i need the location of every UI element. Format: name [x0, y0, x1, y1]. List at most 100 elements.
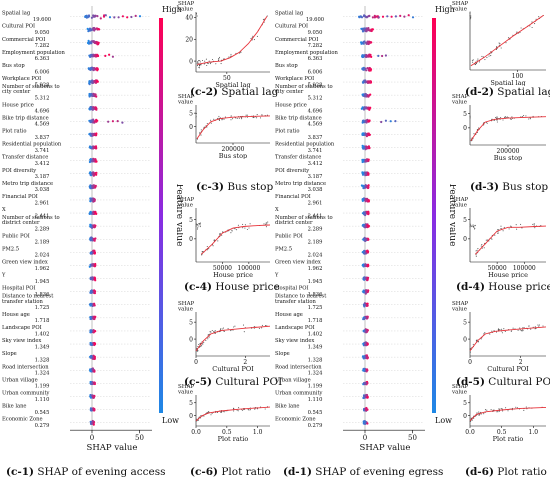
beeswarm-point — [89, 224, 92, 227]
beeswarm-point — [90, 343, 93, 346]
caption-c5: (c-5) Cultural POI — [184, 376, 282, 388]
beeswarm-point — [366, 40, 369, 43]
x-tick-label: 0 — [363, 434, 367, 442]
beeswarm-point — [394, 120, 397, 123]
feature-label: Landscape POI — [2, 325, 42, 331]
scatter-point — [266, 15, 268, 17]
scatter-point — [201, 59, 204, 62]
feature-importance: 0.545 — [308, 410, 323, 416]
scatter-point — [203, 341, 205, 343]
scatter-point — [499, 329, 501, 331]
scatter-point — [503, 328, 505, 330]
beeswarm-point — [93, 28, 96, 31]
x-axis-title: Plot ratio — [493, 435, 524, 442]
scatter-point — [470, 417, 472, 419]
scatter-point — [265, 226, 267, 228]
feature-importance: 2.441 — [35, 213, 50, 219]
scatter-point — [199, 224, 201, 226]
caption-d2-id: (d-2) — [465, 86, 494, 98]
scatter-point — [199, 343, 201, 345]
beeswarm-point — [95, 120, 98, 123]
y-tick-label: 0 — [189, 336, 193, 343]
scatter-point — [496, 46, 498, 48]
beeswarm-point — [92, 395, 95, 398]
x-tick-label: 2 — [243, 359, 247, 366]
y-tick-label: 5 — [463, 400, 467, 407]
beeswarm-point — [95, 95, 98, 98]
feature-label: Sky view index — [2, 338, 41, 344]
feature-label: transfer station — [275, 299, 316, 305]
beeswarm-point — [367, 264, 370, 268]
scatter-point — [486, 57, 488, 59]
colorbar-title: Feature value — [447, 184, 456, 247]
beeswarm-point — [361, 93, 364, 96]
scatter-point — [505, 116, 507, 118]
scatter-point — [205, 339, 207, 341]
feature-label: Urban community — [275, 390, 323, 396]
beeswarm-point — [89, 420, 92, 423]
feature-importance: 2.189 — [35, 240, 50, 246]
x-tick-label: 0.0 — [465, 429, 475, 436]
feature-label: city center — [275, 89, 304, 95]
x-tick-label: 100000 — [237, 265, 260, 272]
feature-importance: 3.187 — [308, 174, 323, 180]
feature-importance: 9.050 — [308, 30, 323, 36]
scatter-point — [500, 117, 502, 119]
feature-importance: 1.962 — [35, 266, 50, 272]
scatter-point — [471, 59, 473, 61]
scatter-point — [218, 115, 220, 117]
beeswarm-point — [89, 41, 92, 44]
scatter-point — [218, 57, 220, 60]
feature-label: Residential population — [275, 142, 335, 148]
scatter-point — [511, 116, 513, 118]
feature-importance: 1.836 — [35, 292, 50, 298]
beeswarm-point — [365, 135, 368, 138]
beeswarm-point — [364, 239, 367, 242]
scatter-point — [510, 118, 512, 120]
caption-d1-text: SHAP of evening egress — [315, 466, 444, 478]
scatter-point — [264, 324, 267, 327]
scatter-point — [532, 223, 534, 225]
beeswarm-point — [92, 317, 95, 320]
scatter-point — [474, 63, 477, 65]
beeswarm-point — [365, 69, 368, 72]
feature-importance: 1.110 — [35, 397, 50, 403]
feature-label: Commercial POI — [275, 37, 318, 43]
scatter-point — [196, 15, 198, 17]
beeswarm-point — [361, 119, 365, 122]
beeswarm-point — [363, 368, 366, 371]
beeswarm-point — [365, 304, 368, 307]
scatter-point — [472, 343, 474, 345]
scatter-point — [208, 60, 210, 62]
y-axis-title: value — [451, 390, 467, 396]
caption-d4: (d-4) House price — [456, 281, 550, 293]
scatter-point — [199, 61, 201, 63]
scatter-point — [490, 408, 492, 411]
y-axis-title: SHAP — [452, 384, 469, 390]
scatter-point — [498, 42, 500, 44]
beeswarm-point — [363, 146, 366, 149]
scatter-point — [522, 327, 524, 329]
scatter-point — [212, 245, 214, 247]
y-axis-title: SHAP — [178, 301, 195, 307]
scatter-point — [497, 232, 499, 234]
beeswarm-point — [386, 15, 389, 18]
scatter-point — [246, 114, 248, 116]
y-axis-title: value — [177, 7, 193, 13]
x-axis-title: Bus stop — [219, 152, 247, 159]
y-tick-label: 0 — [189, 58, 193, 65]
feature-label: Distance to nearest — [2, 294, 54, 300]
scatter-point — [220, 411, 223, 413]
scatter-point — [533, 223, 535, 225]
scatter-point — [469, 351, 471, 353]
scatter-point — [262, 19, 264, 21]
scatter-point — [482, 56, 484, 58]
feature-importance: 1.962 — [308, 266, 323, 272]
scatter-point — [240, 51, 242, 53]
scatter-point — [538, 325, 540, 327]
beeswarm-point — [89, 106, 92, 109]
feature-importance: 2.024 — [308, 253, 324, 259]
x-axis-title: Cultural POI — [487, 365, 529, 372]
